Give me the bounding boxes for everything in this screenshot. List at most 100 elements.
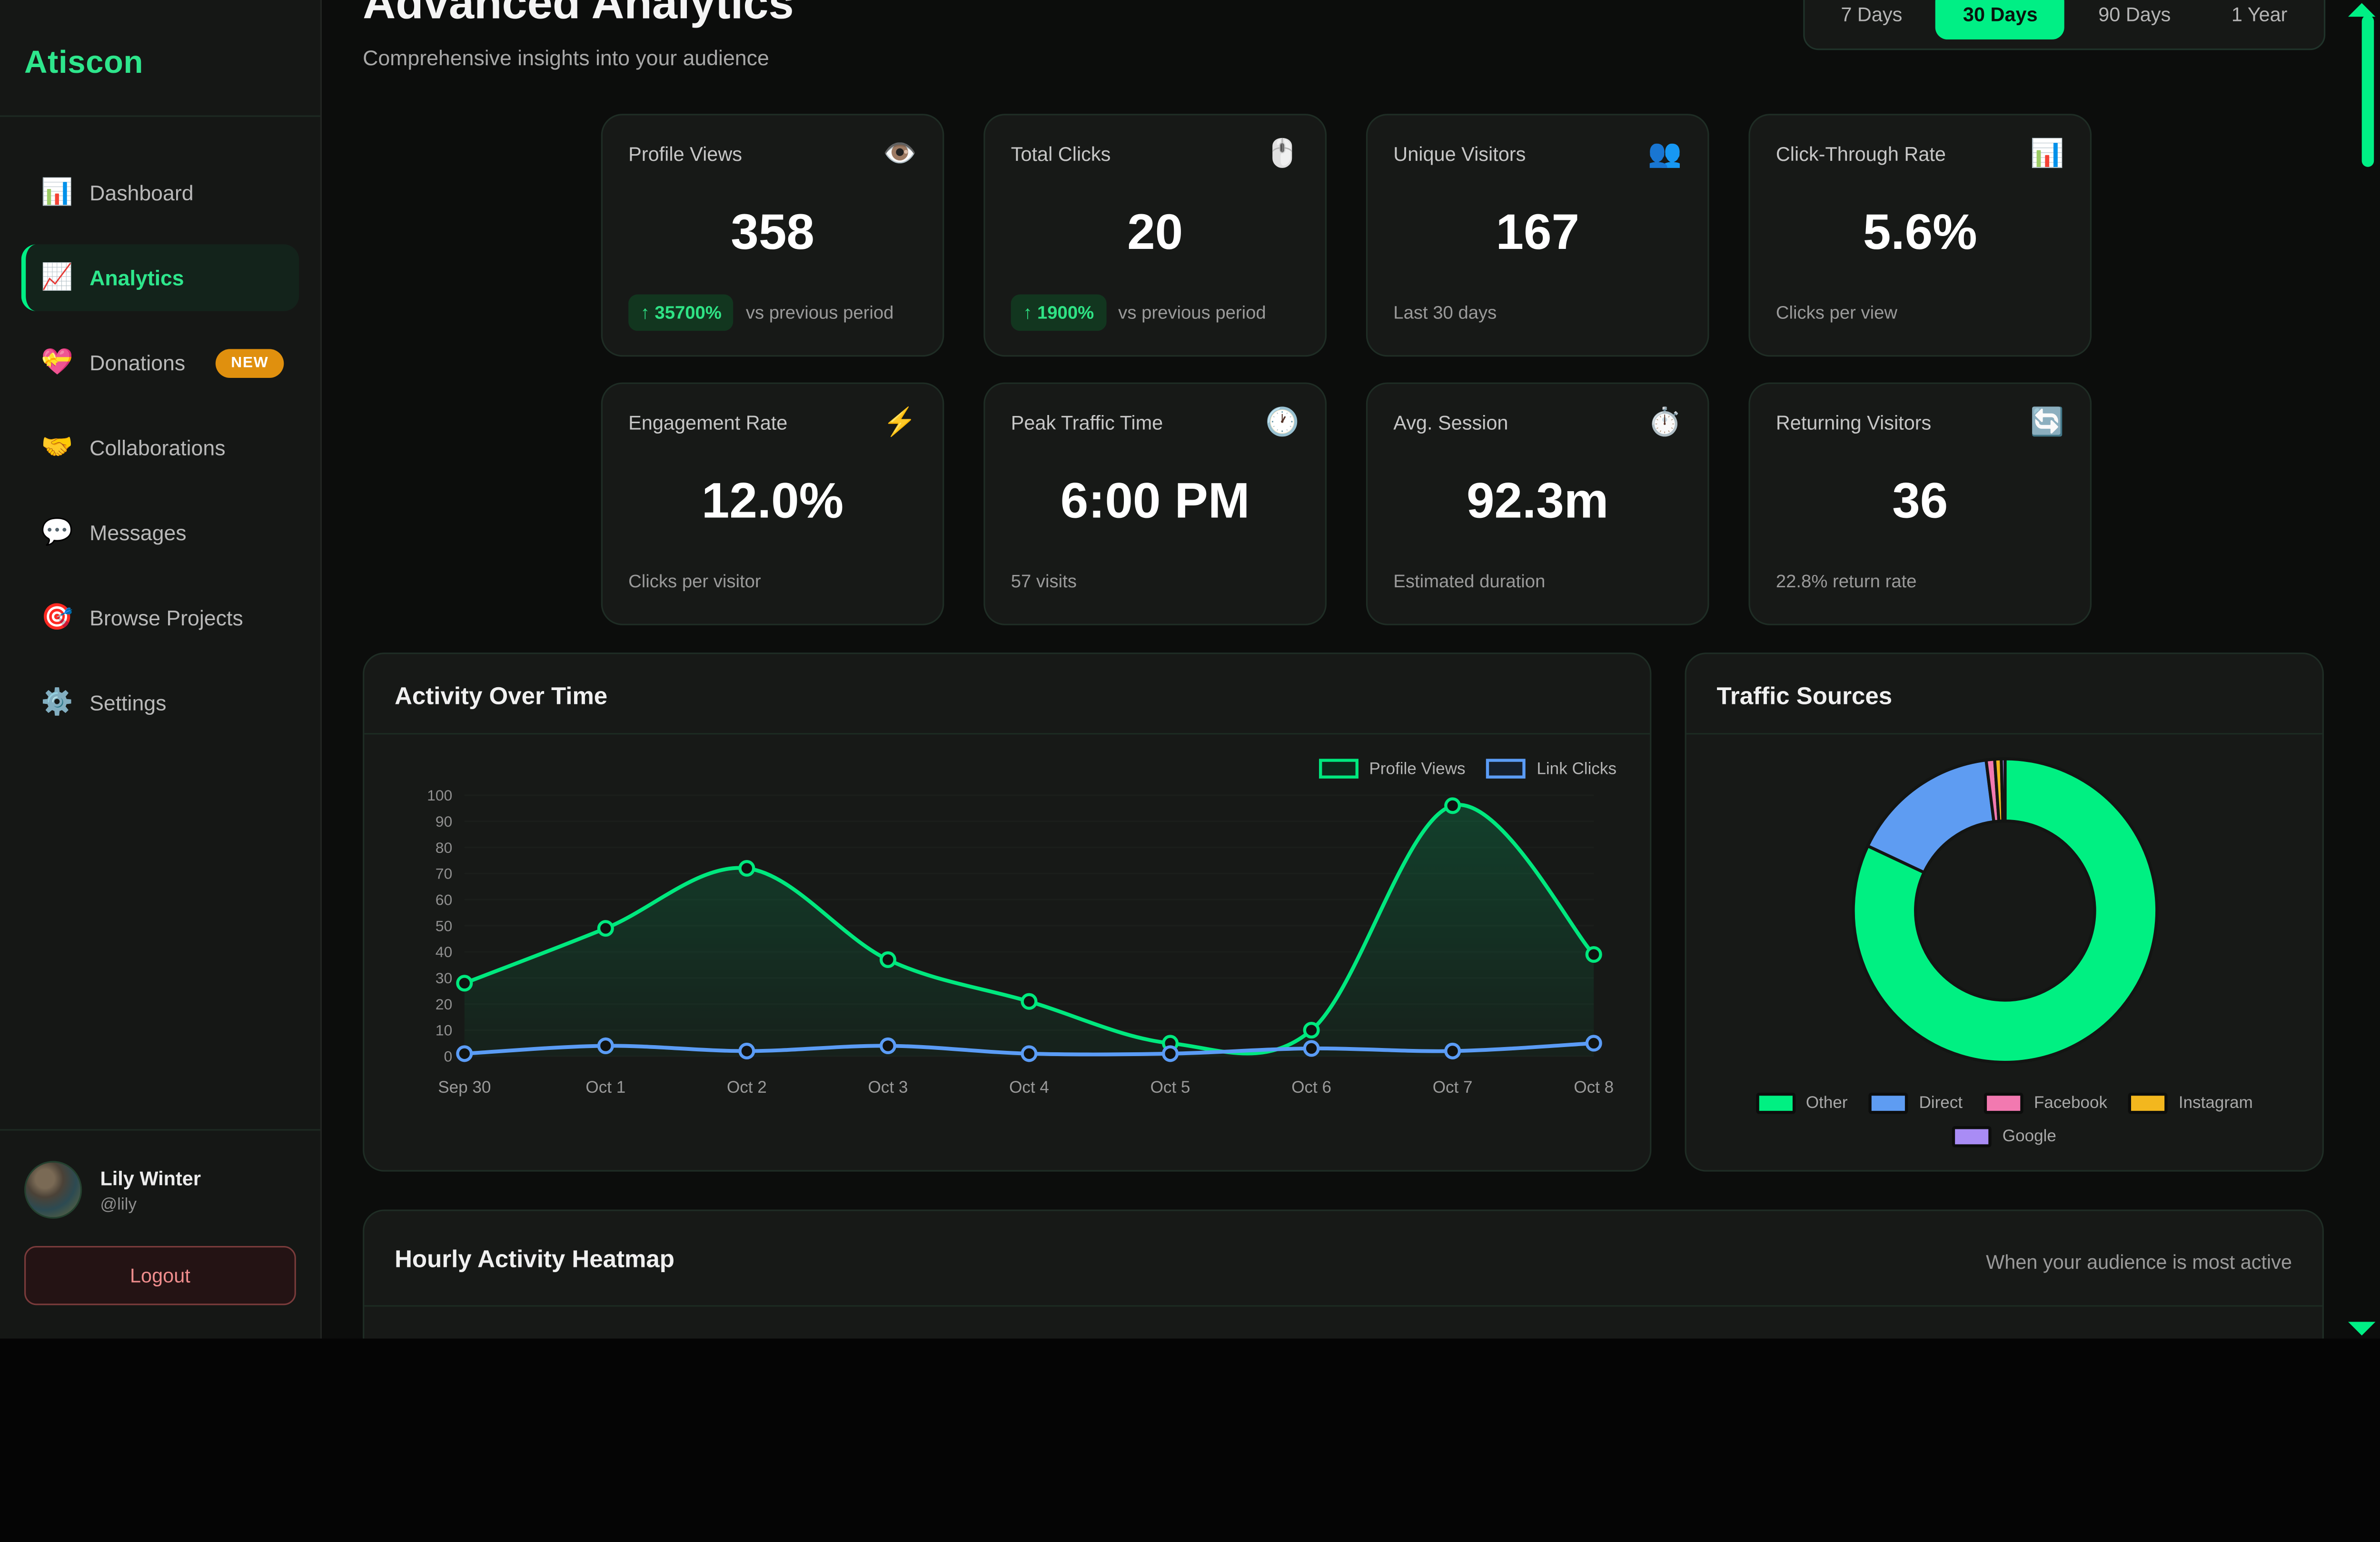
new-badge: NEW bbox=[216, 348, 284, 377]
stat-note: Clicks per view bbox=[1775, 302, 1898, 324]
svg-text:90: 90 bbox=[436, 813, 452, 830]
stat-card-click-through-rate: Click-Through Rate 📊 5.6% Clicks per view bbox=[1748, 114, 2092, 357]
sidebar-item-label: Settings bbox=[89, 690, 167, 715]
avatar bbox=[24, 1161, 82, 1219]
activity-over-time-card: Activity Over Time Profile Views Link Cli… bbox=[363, 652, 1652, 1172]
donut-legend-swatch bbox=[1983, 1092, 2023, 1114]
sidebar-item-settings[interactable]: ⚙️ Settings bbox=[21, 669, 299, 736]
range-button-90-days[interactable]: 90 Days bbox=[2071, 0, 2198, 40]
sidebar-item-label: Donations bbox=[89, 350, 186, 375]
sidebar-item-messages[interactable]: 💬 Messages bbox=[21, 499, 299, 566]
stat-card-total-clicks: Total Clicks 🖱️ 20 ↑ 1900% vs previous perio… bbox=[983, 114, 1327, 357]
stat-card-returning-visitors: Returning Visitors 🔄 36 22.8% return rate bbox=[1748, 382, 2092, 625]
stat-label: Avg. Session bbox=[1393, 411, 1508, 434]
stat-card-engagement-rate: Engagement Rate ⚡ 12.0% Clicks per visitor bbox=[601, 382, 944, 625]
stat-card-profile-views: Profile Views 👁️ 358 ↑ 35700% vs previous pe… bbox=[601, 114, 944, 357]
handshake-icon: 🤝 bbox=[41, 432, 73, 462]
svg-text:Oct 1: Oct 1 bbox=[585, 1078, 625, 1097]
sidebar-item-browse-projects[interactable]: 🎯 Browse Projects bbox=[21, 584, 299, 651]
eye-icon: 👁️ bbox=[883, 138, 917, 168]
traffic-sources-card: Traffic Sources Other Direct Facebook Insta… bbox=[1685, 652, 2324, 1172]
clock-icon: 🕐 bbox=[1265, 406, 1299, 437]
stat-change-badge: ↑ 35700% bbox=[628, 294, 734, 331]
hourly-heatmap-card: Hourly Activity Heatmap When your audien… bbox=[363, 1209, 2324, 1339]
stat-change-badge: ↑ 1900% bbox=[1011, 294, 1106, 331]
svg-text:0: 0 bbox=[444, 1048, 453, 1065]
donut-segment-google[interactable] bbox=[1999, 757, 2006, 823]
stats-grid: Profile Views 👁️ 358 ↑ 35700% vs previous pe… bbox=[601, 114, 2092, 625]
traffic-card-header: Traffic Sources bbox=[1686, 654, 2322, 735]
divider bbox=[0, 115, 320, 117]
main-content: Advanced Analytics Comprehensive insight… bbox=[322, 0, 2380, 1339]
stat-value: 6:00 PM bbox=[1060, 471, 1250, 528]
stopwatch-icon: ⏱️ bbox=[1647, 406, 1682, 437]
donut-legend-swatch bbox=[1952, 1126, 1992, 1147]
activity-card-title: Activity Over Time bbox=[395, 684, 608, 711]
stat-value: 20 bbox=[1127, 202, 1183, 259]
sidebar-nav: 📊 Dashboard 📈 Analytics 💝 Donations NEW 🤝 Collab… bbox=[0, 117, 320, 736]
stat-value: 167 bbox=[1496, 202, 1580, 259]
donut-legend-item-facebook: Facebook bbox=[1983, 1092, 2107, 1114]
svg-text:Oct 2: Oct 2 bbox=[727, 1078, 767, 1097]
donut-legend: Other Direct Facebook Instagram Google bbox=[1711, 1092, 2298, 1147]
stat-note: 22.8% return rate bbox=[1775, 570, 1917, 592]
activity-chart-body: Profile Views Link Clicks 0 10 20 30 40 50 60 70… bbox=[364, 734, 1650, 1170]
range-button-30-days[interactable]: 30 Days bbox=[1935, 0, 2065, 40]
range-button-1-year[interactable]: 1 Year bbox=[2204, 0, 2315, 40]
legend-swatch bbox=[1487, 759, 1527, 779]
stat-note: Last 30 days bbox=[1393, 302, 1497, 324]
activity-line-chart: 0 10 20 30 40 50 60 70 80 90 100 Sep 30 Oct 1 Oct 2 Oc… bbox=[427, 787, 1614, 1097]
user-row[interactable]: Lily Winter @lily bbox=[24, 1161, 296, 1219]
user-handle: @lily bbox=[100, 1195, 137, 1214]
legend-label: Link Clicks bbox=[1537, 759, 1617, 778]
page-title: Advanced Analytics bbox=[363, 0, 794, 29]
scroll-down-arrow-icon[interactable] bbox=[2348, 1322, 2376, 1336]
activity-card-header: Activity Over Time bbox=[364, 654, 1650, 735]
time-range-selector: 7 Days 30 Days 90 Days 1 Year bbox=[1803, 0, 2326, 50]
heatmap-title: Hourly Activity Heatmap bbox=[395, 1247, 674, 1274]
donut-legend-item-direct: Direct bbox=[1869, 1092, 1963, 1114]
charts-row: Activity Over Time Profile Views Link Cli… bbox=[363, 652, 2324, 1172]
stat-label: Click-Through Rate bbox=[1775, 142, 1946, 166]
bar-chart-icon: 📊 bbox=[41, 178, 73, 207]
stat-card-unique-visitors: Unique Visitors 👥 167 Last 30 days bbox=[1366, 114, 1709, 357]
brand-logo: Atiscon bbox=[24, 45, 144, 81]
legend-item-profile-views: Profile Views bbox=[1319, 759, 1466, 779]
logout-button[interactable]: Logout bbox=[24, 1245, 296, 1305]
stat-note: Clicks per visitor bbox=[628, 570, 761, 592]
traffic-donut-chart bbox=[1851, 757, 2158, 1064]
donut-legend-swatch bbox=[1755, 1092, 1795, 1114]
stat-label: Returning Visitors bbox=[1775, 411, 1932, 434]
sidebar-item-collaborations[interactable]: 🤝 Collaborations bbox=[21, 415, 299, 481]
donut-legend-label: Other bbox=[1805, 1094, 1848, 1113]
chart-increasing-icon: 📈 bbox=[41, 262, 73, 292]
donut-segment-direct[interactable] bbox=[1865, 758, 1995, 875]
svg-text:100: 100 bbox=[427, 787, 452, 804]
donut-legend-item-google: Google bbox=[1952, 1126, 2056, 1147]
bar-chart-icon: 📊 bbox=[2030, 138, 2064, 168]
analytics-dashboard: Atiscon 📊 Dashboard 📈 Analytics 💝 Donations NE… bbox=[0, 0, 2380, 1339]
stat-card-avg-session: Avg. Session ⏱️ 92.3m Estimated duration bbox=[1366, 382, 1709, 625]
sidebar-item-dashboard[interactable]: 📊 Dashboard bbox=[21, 159, 299, 226]
sidebar-item-donations[interactable]: 💝 Donations NEW bbox=[21, 329, 299, 396]
stat-label: Unique Visitors bbox=[1393, 142, 1526, 166]
donut-legend-swatch bbox=[1869, 1092, 1909, 1114]
donut-segment-other[interactable] bbox=[1851, 757, 2158, 1064]
sidebar-item-analytics[interactable]: 📈 Analytics bbox=[21, 244, 299, 311]
range-button-7-days[interactable]: 7 Days bbox=[1814, 0, 1930, 40]
sidebar-item-label: Browse Projects bbox=[89, 605, 243, 630]
scroll-up-arrow-icon[interactable] bbox=[2348, 3, 2376, 17]
scrollbar-thumb[interactable] bbox=[2361, 15, 2374, 167]
svg-text:50: 50 bbox=[436, 917, 452, 934]
repeat-icon: 🔄 bbox=[2030, 406, 2064, 437]
svg-text:70: 70 bbox=[436, 865, 452, 882]
stat-value: 36 bbox=[1892, 471, 1948, 528]
svg-text:10: 10 bbox=[436, 1022, 452, 1039]
stat-label: Profile Views bbox=[628, 142, 743, 166]
user-name: Lily Winter bbox=[100, 1166, 201, 1189]
traffic-card-title: Traffic Sources bbox=[1716, 684, 1893, 711]
legend-swatch bbox=[1319, 759, 1359, 779]
stat-value: 5.6% bbox=[1863, 202, 1977, 259]
svg-text:Oct 6: Oct 6 bbox=[1291, 1078, 1331, 1097]
speech-bubble-icon: 💬 bbox=[41, 517, 73, 546]
